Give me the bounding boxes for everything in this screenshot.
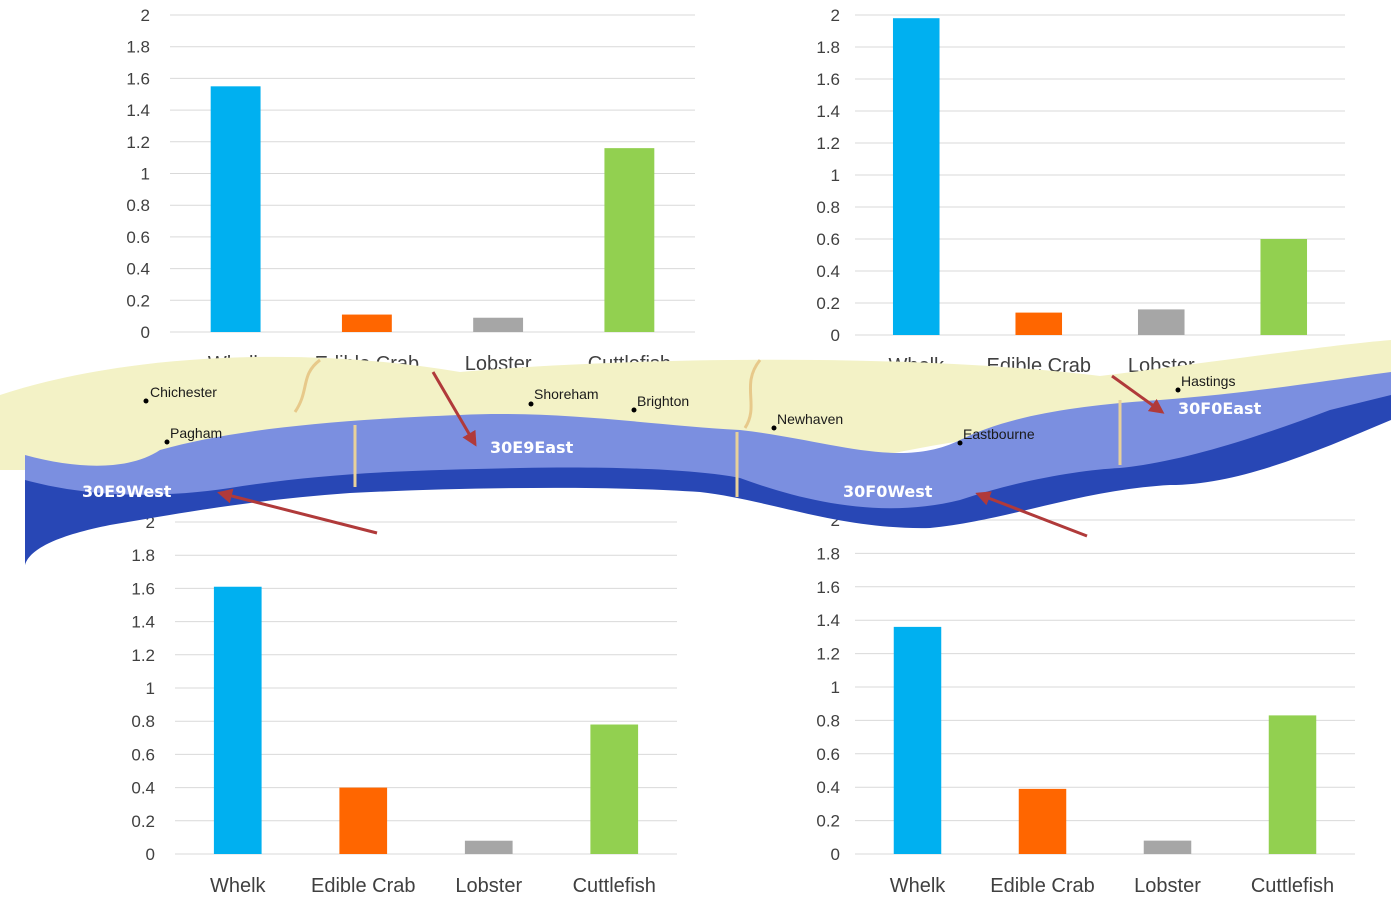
area-label-30e9east: 30E9East [490, 438, 574, 457]
category-label: Lobster [465, 353, 532, 375]
town-dot [1175, 387, 1181, 393]
category-label: Whelk [888, 355, 945, 377]
category-label: Cuttlefish [573, 875, 656, 897]
y-tick-label: 0.2 [816, 294, 840, 313]
y-tick-label: 0.2 [126, 291, 150, 310]
y-tick-label: 0.6 [816, 745, 840, 764]
category-label: Lobster [1134, 875, 1201, 897]
y-tick-label: 0.8 [816, 711, 840, 730]
y-tick-label: 0.6 [126, 228, 150, 247]
y-tick-label: 0.6 [816, 230, 840, 249]
town-dot [528, 401, 534, 407]
y-tick-label: 0 [141, 323, 150, 342]
y-tick-label: 1.6 [816, 70, 840, 89]
y-tick-label: 1.8 [131, 546, 155, 565]
y-tick-label: 0 [831, 845, 840, 864]
area-label-30f0west: 30F0West [843, 482, 933, 501]
category-label: Cuttlefish [1242, 355, 1325, 377]
bar-chart-30f0west: 0 0.2 0.4 0.6 0.8 1 1.2 1.4 1.6 1.8 2 Whelk Edible C… [816, 511, 1355, 897]
y-tick-label: 0 [831, 326, 840, 345]
area-label-30f0east: 30F0East [1178, 399, 1262, 418]
y-tick-label: 2 [146, 513, 155, 532]
y-tick-label: 1.6 [126, 69, 150, 88]
town-label-shoreham: Shoreham [534, 386, 599, 402]
bar-whelk [210, 86, 261, 332]
bar-cuttlefish [590, 724, 639, 854]
y-tick-label: 0.4 [131, 779, 155, 798]
bar-chart-30e9west: 0 0.2 0.4 0.6 0.8 1 1.2 1.4 1.6 1.8 2 Whelk Edible C… [131, 513, 677, 897]
bar-whelk [892, 18, 940, 335]
y-tick-label: 1.4 [126, 101, 150, 120]
y-tick-label: 0.2 [816, 812, 840, 831]
y-tick-label: 1.2 [816, 134, 840, 153]
y-tick-label: 2 [141, 6, 150, 25]
y-tick-label: 2 [831, 511, 840, 530]
arrow-30e9east [431, 371, 477, 447]
y-tick-label: 0.4 [816, 262, 840, 281]
y-tick-label: 1.8 [816, 544, 840, 563]
y-tick-label: 0 [146, 845, 155, 864]
category-label: Edible Crab [986, 355, 1091, 377]
y-tick-label: 1.4 [816, 102, 840, 121]
bar-edible-crab [1018, 788, 1067, 854]
town-label-eastbourne: Eastbourne [963, 426, 1035, 442]
town-dot [957, 440, 963, 446]
category-label: Edible Crab [990, 875, 1095, 897]
town-dot [143, 398, 149, 404]
category-label: Whelk [210, 875, 267, 897]
town-dot [164, 439, 170, 445]
arrow-30f0east [1111, 374, 1165, 414]
bar-edible-crab [341, 314, 392, 332]
town-label-newhaven: Newhaven [777, 411, 843, 427]
y-tick-label: 1.6 [131, 579, 155, 598]
bar-lobster [1143, 840, 1192, 854]
bar-cuttlefish [1260, 239, 1308, 335]
y-tick-label: 1.6 [816, 578, 840, 597]
y-tick-label: 1.4 [816, 611, 840, 630]
y-tick-label: 0.2 [131, 812, 155, 831]
category-label: Edible Crab [315, 353, 420, 375]
y-tick-label: 1 [831, 166, 840, 185]
y-tick-label: 0.8 [131, 712, 155, 731]
y-tick-label: 1 [146, 679, 155, 698]
town-label-brighton: Brighton [637, 393, 689, 409]
bar-edible-crab [339, 787, 388, 854]
y-tick-label: 2 [831, 6, 840, 25]
y-tick-label: 0.8 [126, 196, 150, 215]
bar-edible-crab [1015, 312, 1063, 335]
bar-chart-30e9east: 0 0.2 0.4 0.6 0.8 1 1.2 1.4 1.6 1.8 2 Whelk Edible C… [126, 6, 695, 375]
y-tick-label: 0.8 [816, 198, 840, 217]
bar-cuttlefish [1268, 715, 1317, 854]
y-tick-label: 1.4 [131, 613, 155, 632]
y-tick-label: 1.2 [126, 133, 150, 152]
bar-whelk [213, 586, 262, 854]
bar-chart-30f0east: 0 0.2 0.4 0.6 0.8 1 1.2 1.4 1.6 1.8 2 Whelk Edible C… [816, 6, 1345, 377]
y-tick-label: 0.4 [816, 778, 840, 797]
bar-cuttlefish [604, 148, 655, 332]
town-dot [631, 407, 637, 413]
bar-lobster [1137, 309, 1185, 335]
y-tick-label: 1.8 [816, 38, 840, 57]
town-label-pagham: Pagham [170, 425, 222, 441]
y-tick-label: 1 [831, 678, 840, 697]
category-label: Cuttlefish [588, 353, 671, 375]
category-label: Whelk [208, 353, 265, 375]
category-label: Lobster [1128, 355, 1195, 377]
category-label: Lobster [455, 875, 522, 897]
y-tick-label: 0.4 [126, 260, 150, 279]
town-label-chichester: Chichester [150, 384, 217, 400]
category-label: Whelk [890, 875, 947, 897]
y-tick-label: 1.2 [131, 646, 155, 665]
y-tick-label: 1.8 [126, 38, 150, 57]
bar-whelk [893, 626, 942, 854]
y-tick-label: 1 [141, 165, 150, 184]
y-tick-label: 0.6 [131, 745, 155, 764]
town-dot [771, 425, 777, 431]
y-tick-label: 1.2 [816, 645, 840, 664]
category-label: Edible Crab [311, 875, 416, 897]
bar-lobster [464, 840, 513, 854]
area-label-30e9west: 30E9West [82, 482, 172, 501]
category-label: Cuttlefish [1251, 875, 1334, 897]
bar-lobster [473, 317, 524, 332]
